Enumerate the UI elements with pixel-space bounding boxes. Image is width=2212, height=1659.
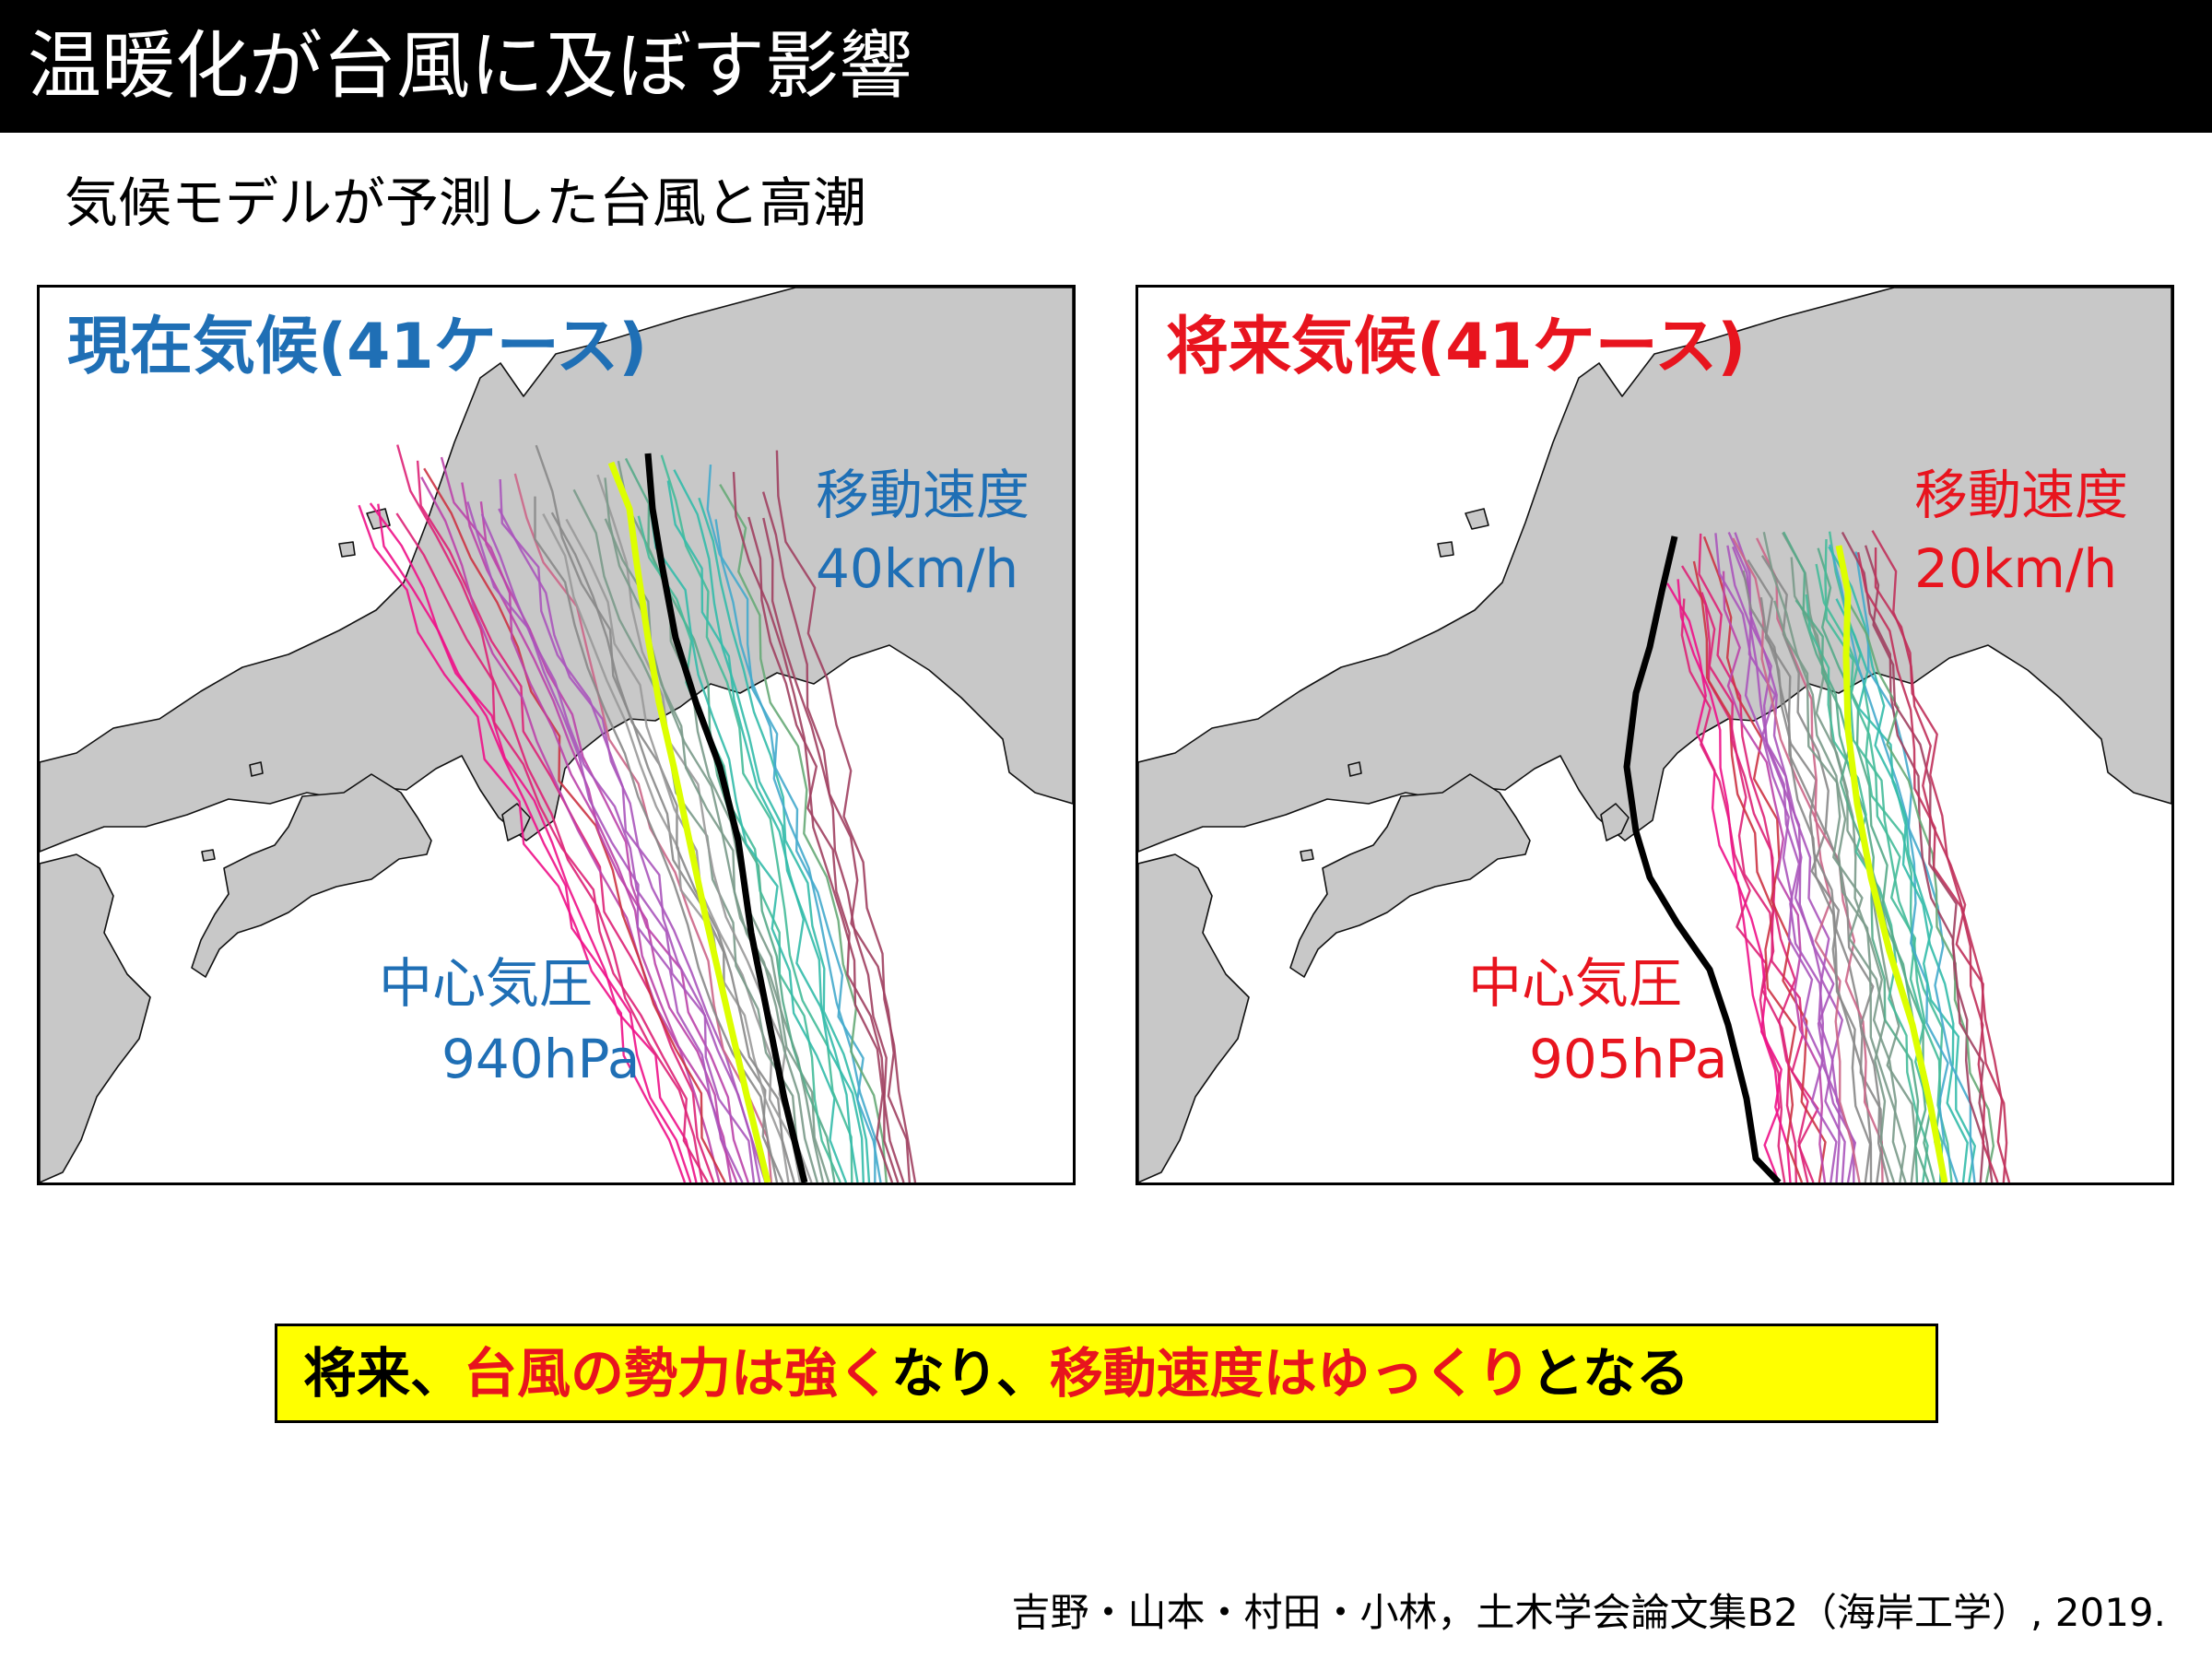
present-climate-label: 現在気候(41ケース) xyxy=(67,311,648,383)
future-pressure-label: 中心気圧 xyxy=(1468,952,1683,1015)
typhoon-tracks xyxy=(358,444,917,1182)
conclusion-box: 将来、台風の勢力は強くなり、移動速度はゆっくりとなる xyxy=(275,1324,1938,1423)
future-speed-label: 移動速度 xyxy=(1914,464,2129,526)
present-speed-value: 40km/h xyxy=(816,537,1019,600)
future-climate-map: 将来気候(41ケース) 移動速度 20km/h 中心気圧 905hPa xyxy=(1135,285,2174,1185)
present-speed-label: 移動速度 xyxy=(816,464,1030,526)
typhoon-tracks xyxy=(1623,530,2011,1182)
future-pressure-value: 905hPa xyxy=(1529,1028,1728,1090)
land-mass xyxy=(1138,288,2171,1182)
present-map-graphic xyxy=(40,288,1073,1182)
citation: 吉野・山本・村田・小林，土木学会論文集B2（海岸工学）, 2019. xyxy=(1011,1590,2166,1635)
conclusion-part-2: 台風の勢力は強く xyxy=(464,1342,892,1405)
conclusion-part-1: 将来、 xyxy=(303,1342,465,1405)
conclusion-part-3: なり、 xyxy=(891,1342,1050,1405)
future-map-graphic xyxy=(1138,288,2171,1182)
present-climate-map: 現在気候(41ケース) 移動速度 40km/h 中心気圧 940hPa xyxy=(37,285,1076,1185)
page-subtitle: 気候モデルが予測した台風と高潮 xyxy=(65,171,867,234)
conclusion-part-5: となる xyxy=(1530,1342,1689,1405)
future-speed-value: 20km/h xyxy=(1914,537,2118,600)
present-pressure-label: 中心気圧 xyxy=(379,952,594,1015)
page-title: 温暖化が台風に及ぼす影響 xyxy=(28,23,912,109)
present-pressure-value: 940hPa xyxy=(441,1028,641,1090)
future-climate-label: 将来気候(41ケース) xyxy=(1166,311,1747,383)
conclusion-part-4: 移動速度はゆっくり xyxy=(1049,1342,1531,1405)
title-bar: 温暖化が台風に及ぼす影響 xyxy=(0,0,2212,133)
